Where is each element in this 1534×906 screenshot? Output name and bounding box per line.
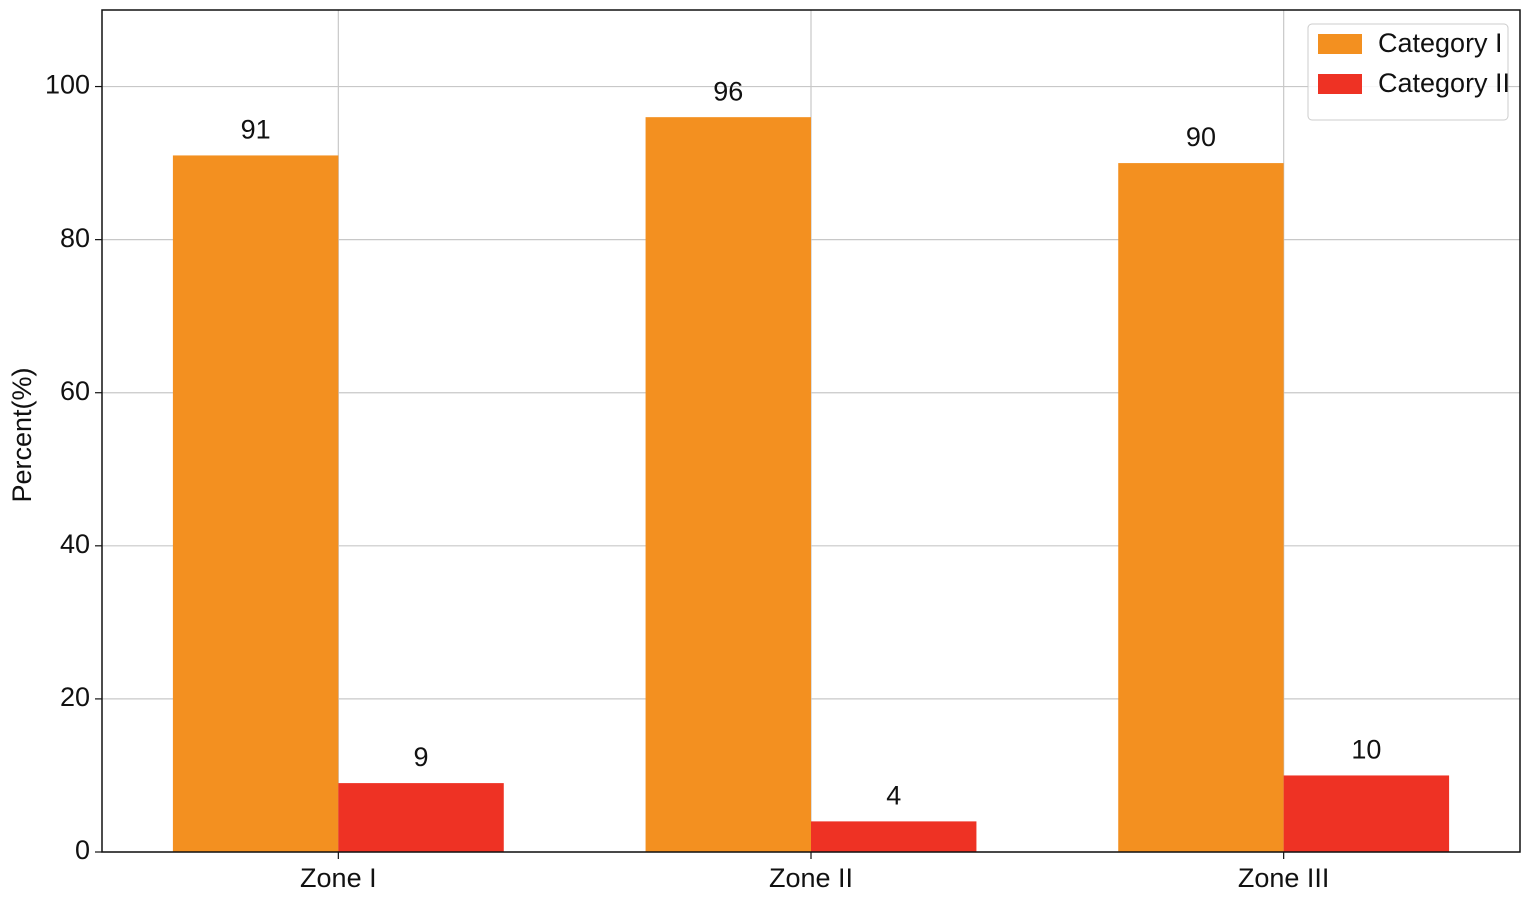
x-tick-label: Zone II — [769, 863, 853, 893]
x-tick-label: Zone I — [300, 863, 377, 893]
data-label: 96 — [713, 76, 743, 106]
bar — [1283, 775, 1450, 852]
legend-swatch — [1318, 74, 1362, 94]
bar — [811, 821, 977, 852]
y-tick-label: 100 — [45, 70, 90, 100]
bar — [172, 155, 339, 852]
data-label: 9 — [414, 742, 429, 772]
y-tick-label: 80 — [60, 223, 90, 253]
bar — [338, 783, 504, 852]
legend-label: Category I — [1378, 28, 1503, 58]
data-label: 10 — [1351, 735, 1381, 765]
legend-swatch — [1318, 34, 1362, 54]
data-label: 90 — [1186, 122, 1216, 152]
plot-frame — [101, 9, 1521, 853]
data-label: 4 — [886, 781, 901, 811]
y-tick-label: 20 — [60, 682, 90, 712]
y-tick-label: 60 — [60, 376, 90, 406]
y-axis-label: Percent(%) — [7, 367, 37, 502]
y-tick-label: 40 — [60, 529, 90, 559]
legend-label: Category II — [1378, 68, 1510, 98]
bar — [645, 117, 811, 852]
x-tick-label: Zone III — [1238, 863, 1330, 893]
bar — [1118, 163, 1284, 852]
data-label: 91 — [241, 115, 271, 145]
y-tick-label: 0 — [75, 835, 90, 865]
